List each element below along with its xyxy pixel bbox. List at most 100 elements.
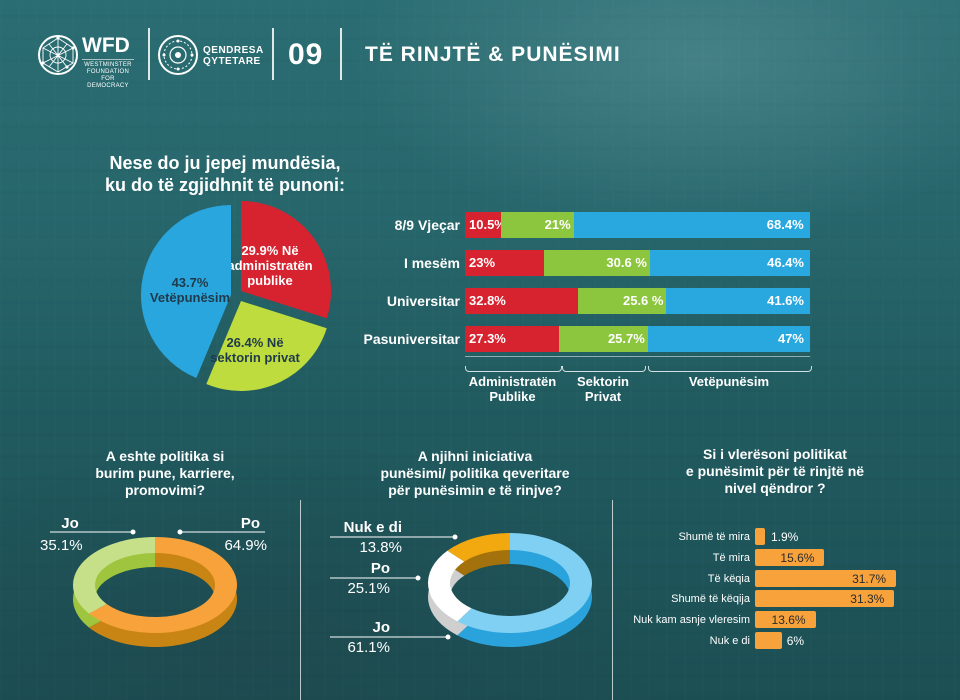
bar-segment-sektorin-privat: 30.6 % bbox=[544, 250, 650, 276]
donut-slice-jo bbox=[73, 537, 155, 614]
bar-segment-vetëpunësim: 41.6% bbox=[666, 288, 810, 314]
bar-value-label: 21% bbox=[544, 217, 571, 232]
donut-slice-po bbox=[88, 537, 237, 633]
legend-item: Vetëpunësim bbox=[688, 374, 770, 389]
bar-category-label: Shumë të mira bbox=[678, 531, 750, 543]
header-divider bbox=[272, 28, 274, 80]
donut-slice-po bbox=[428, 550, 472, 622]
donut-value-nuk-e-di: 13.8% bbox=[359, 539, 402, 556]
ornament-circle-icon bbox=[158, 35, 198, 75]
bar-category-label: Shumë të këqija bbox=[671, 593, 750, 606]
row-label: 8/9 Vjeçar bbox=[394, 217, 460, 233]
politics-career-title: A eshte politika si burim pune, karriere… bbox=[60, 448, 270, 499]
leader-dot bbox=[445, 634, 451, 640]
bar-value-label: 68.4% bbox=[766, 217, 804, 232]
title-line: nivel qëndror ? bbox=[724, 480, 826, 496]
initiatives-title: A njihni iniciativa punësimi/ politika q… bbox=[340, 448, 610, 499]
rating-bar bbox=[755, 548, 825, 566]
donut-slice-nuk-e-di bbox=[447, 533, 510, 562]
leader-dot bbox=[415, 575, 421, 581]
title-line: A eshte politika si bbox=[105, 448, 225, 464]
pie-slice-në-administratën-publike bbox=[241, 201, 331, 319]
qendresa-line: QENDRESA bbox=[203, 45, 264, 56]
initiatives-donut: Nuk e di 13.8% Po 25.1% Jo 61.1% bbox=[330, 519, 592, 656]
title-line: punësimi/ politika qeveritare bbox=[380, 465, 570, 481]
wfd-subtitle-line: WESTMINSTER bbox=[84, 62, 132, 68]
donut-value-jo: 35.1% bbox=[40, 537, 83, 554]
pie-slice-label: 29.9% Në administratën publike bbox=[227, 243, 312, 288]
bar-value-label: 25.7% bbox=[607, 331, 645, 346]
donut-value-po: 64.9% bbox=[224, 537, 267, 554]
leader-dot bbox=[177, 529, 183, 535]
bar-value-label: 30.6 % bbox=[606, 255, 647, 270]
pie-slice-label: 26.4% Në sektorin privat bbox=[210, 335, 300, 365]
rating-bar bbox=[755, 632, 782, 649]
header-divider bbox=[148, 28, 150, 80]
section-divider bbox=[300, 500, 301, 700]
bar-value-label: 32.8% bbox=[469, 293, 506, 308]
legend-bracket bbox=[647, 366, 812, 372]
bar-segment-administratën-publike: 10.5% bbox=[465, 212, 506, 238]
bar-value-label: 41.6% bbox=[767, 293, 804, 308]
bar-category-label: Nuk kam asnje vleresim bbox=[633, 614, 750, 627]
bar-value-label: 23% bbox=[469, 255, 496, 270]
bar-value-label: 1.9% bbox=[771, 530, 799, 544]
section-divider bbox=[612, 500, 613, 700]
rating-bar bbox=[755, 528, 765, 545]
rating-bar bbox=[755, 569, 897, 587]
policy-rating-bar-chart: Shumë të mira 1.9% Të mira 15.6% Të këqia 31.… bbox=[630, 528, 960, 658]
section-number: 09 bbox=[288, 38, 324, 71]
bar-segment-sektorin-privat: 25.6 % bbox=[578, 288, 667, 314]
x-axis-line bbox=[465, 356, 810, 357]
education-stacked-bar-chart: 8/9 Vjeçar 10.5% 21% 68.4% I mesëm 23% 30.6 % 4… bbox=[345, 212, 815, 412]
donut-label-nuk-e-di: Nuk e di bbox=[344, 519, 402, 536]
bar-segment-administratën-publike: 23% bbox=[465, 250, 545, 276]
wfd-wordmark: WFD bbox=[82, 34, 130, 57]
title-line: Nese do ju jepej mundësia, bbox=[109, 153, 341, 173]
donut-label-po: Po bbox=[241, 515, 260, 532]
qendresa-line: QYTETARE bbox=[203, 56, 261, 67]
bar-value-label: 31.7% bbox=[852, 571, 887, 586]
politics-career-donut: Jo 35.1% Po 64.9% bbox=[40, 515, 267, 647]
pie-chart-title: Nese do ju jepej mundësia, ku do të zgji… bbox=[90, 152, 360, 196]
workplace-pie-chart: 29.9% Në administratën publike 26.4% Në sekt… bbox=[140, 201, 331, 391]
bar-segment-vetëpunësim: 46.4% bbox=[649, 250, 810, 276]
bar-segment-administratën-publike: 27.3% bbox=[465, 326, 560, 352]
leader-dot bbox=[130, 529, 136, 535]
wfd-subtitle-line: DEMOCRACY bbox=[87, 83, 129, 89]
bar-segment-administratën-publike: 32.8% bbox=[465, 288, 579, 314]
bar-category-label: Nuk e di bbox=[709, 635, 750, 647]
rating-bar bbox=[755, 611, 816, 629]
bar-value-label: 46.4% bbox=[767, 255, 804, 270]
title-line: promovimi? bbox=[124, 482, 206, 498]
legend-bracket bbox=[561, 366, 647, 372]
bar-segment-sektorin-privat: 25.7% bbox=[559, 326, 648, 352]
bar-category-label: Të këqia bbox=[707, 572, 750, 585]
bar-value-label: 27.3% bbox=[469, 331, 506, 346]
bar-segment-vetëpunësim: 68.4% bbox=[573, 212, 810, 238]
policy-rating-title: Si i vlerësoni politikat e punësimit për… bbox=[650, 446, 900, 497]
qendresa-logo bbox=[157, 34, 199, 81]
legend-item: Sektorin Privat bbox=[576, 374, 629, 404]
header-divider bbox=[340, 28, 342, 80]
wfd-logo bbox=[37, 34, 79, 81]
bar-value-label: 13.6% bbox=[771, 613, 806, 628]
legend-item: Administratën Publike bbox=[468, 374, 557, 404]
bar-segment-sektorin-privat: 21% bbox=[501, 212, 574, 238]
pie-slice-vetëpunësim bbox=[140, 205, 231, 379]
donut-side bbox=[447, 547, 510, 576]
row-label: Pasuniversitar bbox=[363, 331, 461, 347]
donut-value-po: 25.1% bbox=[347, 580, 390, 597]
bar-segment-vetëpunësim: 47% bbox=[647, 326, 810, 352]
rating-bar bbox=[755, 590, 895, 608]
title-line: për punësimin e të rinjve? bbox=[388, 482, 562, 498]
wfd-subtitle-line: FOUNDATION FOR bbox=[86, 69, 130, 82]
title-line: A njihni iniciativa bbox=[417, 448, 533, 464]
section-title: TË RINJTË & PUNËSIMI bbox=[365, 43, 621, 66]
row-label: Universitar bbox=[386, 293, 460, 309]
bar-value-label: 15.6% bbox=[780, 550, 815, 565]
title-line: e punësimit për të rinjtë në bbox=[685, 463, 865, 479]
donut-slice-jo bbox=[457, 533, 592, 633]
pie-slice-në-sektorin-privat bbox=[206, 301, 327, 391]
pie-slice-label: 43.7% Vetëpunësim bbox=[150, 275, 230, 305]
